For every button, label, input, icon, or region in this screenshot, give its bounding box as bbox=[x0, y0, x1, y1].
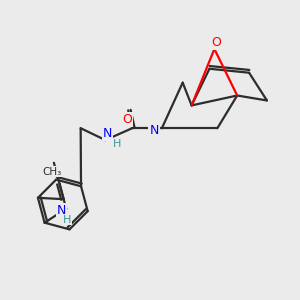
Text: N: N bbox=[149, 124, 159, 137]
Text: O: O bbox=[122, 113, 132, 126]
Text: H: H bbox=[63, 214, 71, 225]
Text: N: N bbox=[103, 127, 112, 140]
Text: CH₃: CH₃ bbox=[42, 167, 62, 177]
Text: H: H bbox=[113, 139, 122, 149]
Text: O: O bbox=[212, 35, 221, 49]
Text: N: N bbox=[57, 204, 66, 217]
